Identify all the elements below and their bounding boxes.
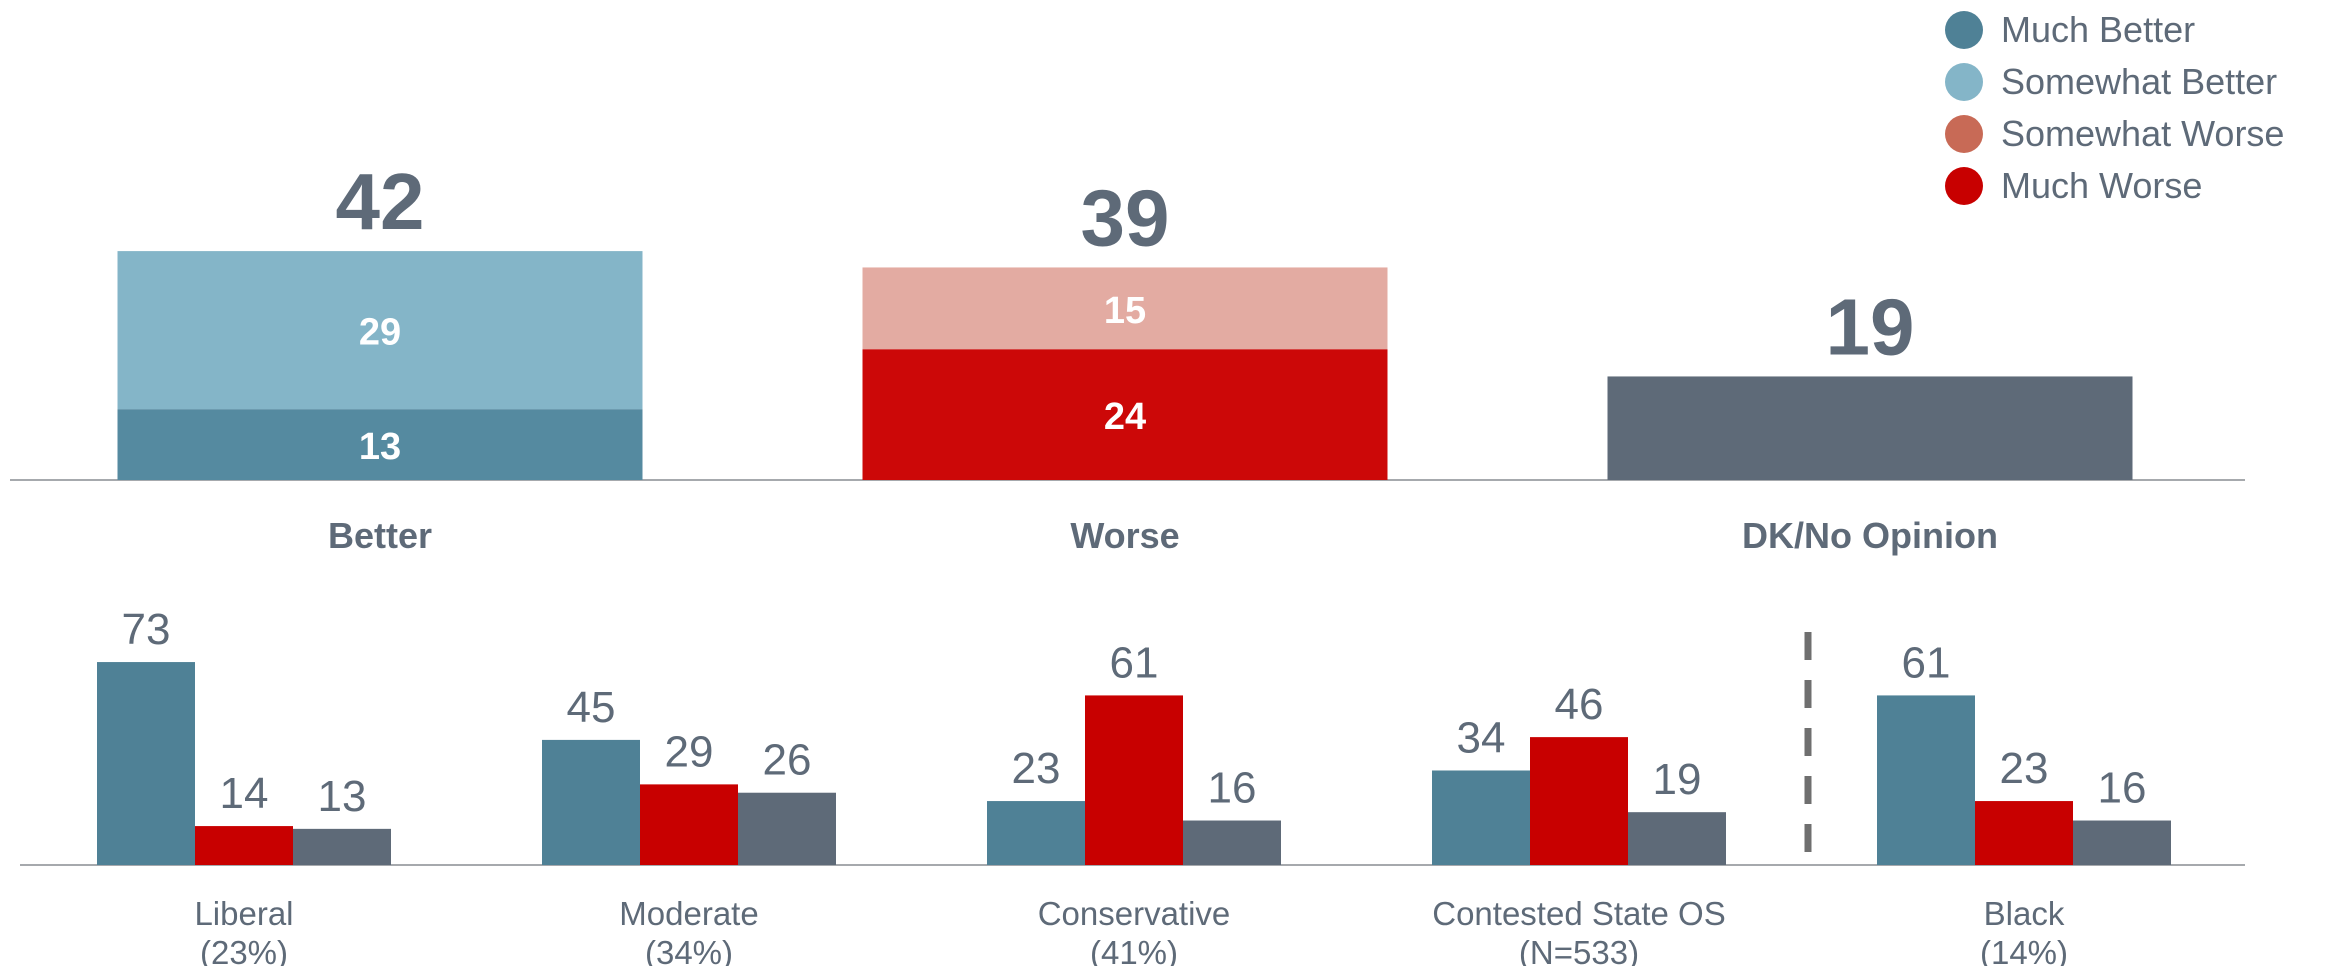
category-label: Better <box>328 515 432 556</box>
bar-liberal-2 <box>195 826 293 865</box>
bar-conservative-2 <box>1085 695 1183 865</box>
data-label: 26 <box>763 736 812 785</box>
bar-liberal-3 <box>293 828 391 865</box>
group-sublabel: (23%) <box>200 934 288 966</box>
bar-conservative-1 <box>987 801 1085 865</box>
legend: Much Better Somewhat Better Somewhat Wor… <box>1945 4 2284 212</box>
bar-black-2 <box>1975 801 2073 865</box>
bar-moderate-3 <box>738 792 836 865</box>
group-label: Conservative <box>1038 895 1231 932</box>
group-sublabel: (41%) <box>1090 934 1178 966</box>
data-label: 73 <box>122 605 171 654</box>
category-label: DK/No Opinion <box>1742 515 1998 556</box>
data-label: 45 <box>567 683 616 732</box>
group-label: Liberal <box>194 895 293 932</box>
data-label: 46 <box>1555 680 1604 729</box>
bar-contested-state-os-3 <box>1628 812 1726 865</box>
data-label: 13 <box>318 772 367 821</box>
segment-value-label: 24 <box>1104 396 1146 438</box>
total-value-label: 19 <box>1826 282 1915 371</box>
bar-contested-state-os-2 <box>1530 737 1628 865</box>
legend-swatch <box>1945 11 1983 49</box>
group-sublabel: (14%) <box>1980 934 2068 966</box>
bar-segment-better-much-better <box>117 409 643 480</box>
group-label: Black <box>1984 895 2065 932</box>
data-label: 23 <box>2000 744 2049 793</box>
category-label: Worse <box>1070 515 1179 556</box>
legend-item-somewhat-worse: Somewhat Worse <box>1945 108 2284 160</box>
group-label: Moderate <box>619 895 758 932</box>
bar-segment-worse-much-worse <box>862 349 1388 480</box>
data-label: 34 <box>1457 713 1506 762</box>
legend-label: Somewhat Better <box>2001 61 2278 102</box>
legend-swatch <box>1945 115 1983 153</box>
data-label: 29 <box>665 727 714 776</box>
segment-value-label: 15 <box>1104 290 1146 332</box>
bar-black-1 <box>1877 695 1975 865</box>
bar-segment-better-somewhat-better <box>117 251 643 410</box>
legend-swatch <box>1945 63 1983 101</box>
bar-conservative-3 <box>1183 820 1281 865</box>
data-label: 16 <box>1208 764 1257 813</box>
group-sublabel: (N=533) <box>1519 934 1639 966</box>
legend-item-much-better: Much Better <box>1945 4 2284 56</box>
bar-moderate-2 <box>640 784 738 865</box>
segment-value-label: 29 <box>359 312 401 354</box>
legend-item-much-worse: Much Worse <box>1945 160 2284 212</box>
data-label: 61 <box>1110 638 1159 687</box>
data-label: 61 <box>1902 638 1951 687</box>
bar-segment-dk-no-opinion <box>1607 376 2133 480</box>
segment-value-label: 13 <box>359 426 401 468</box>
legend-label: Much Worse <box>2001 165 2203 206</box>
bar-contested-state-os-1 <box>1432 770 1530 865</box>
data-label: 19 <box>1653 755 1702 804</box>
total-value-label: 39 <box>1081 173 1170 262</box>
group-label: Contested State OS <box>1432 895 1726 932</box>
legend-item-somewhat-better: Somewhat Better <box>1945 56 2284 108</box>
bar-moderate-1 <box>542 739 640 865</box>
total-value-label: 42 <box>336 157 425 246</box>
data-label: 16 <box>2098 764 2147 813</box>
bar-segment-worse-somewhat-worse <box>862 267 1388 350</box>
legend-label: Much Better <box>2001 9 2196 50</box>
group-sublabel: (34%) <box>645 934 733 966</box>
data-label: 23 <box>1012 744 1061 793</box>
legend-swatch <box>1945 167 1983 205</box>
data-label: 14 <box>220 769 269 818</box>
legend-label: Somewhat Worse <box>2001 113 2285 154</box>
bar-liberal-1 <box>97 662 195 865</box>
bar-black-3 <box>2073 820 2171 865</box>
